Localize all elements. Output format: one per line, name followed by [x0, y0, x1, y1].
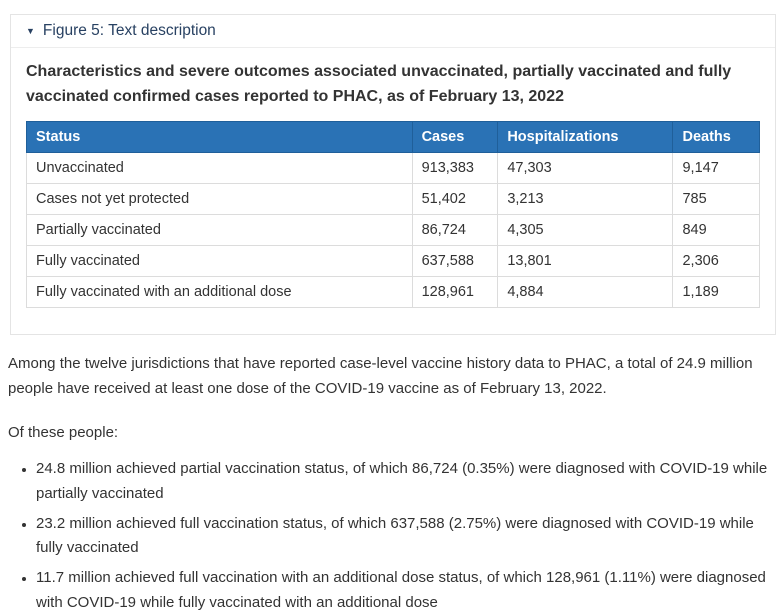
outcomes-table: Status Cases Hospitalizations Deaths Unv… [26, 120, 760, 308]
lead-paragraph: Of these people: [8, 423, 119, 441]
table-row: Cases not yet protected 51,402 3,213 785 [26, 182, 760, 215]
table-cell-status: Fully vaccinated [26, 244, 413, 277]
table-cell-hospitalizations: 47,303 [497, 151, 674, 184]
column-header-status: Status [26, 120, 413, 153]
intro-paragraph: Among the twelve jurisdictions that have… [8, 354, 753, 398]
table-cell-hospitalizations: 13,801 [497, 244, 674, 277]
table-cell-deaths: 9,147 [672, 151, 760, 184]
list-item: 23.2 million achieved full vaccination s… [36, 512, 776, 562]
table-cell-hospitalizations: 4,305 [497, 213, 674, 246]
table-row: Fully vaccinated 637,588 13,801 2,306 [26, 244, 760, 277]
figure5-content: Characteristics and severe outcomes asso… [11, 48, 775, 334]
bullet-list: 24.8 million achieved partial vaccinatio… [10, 457, 776, 616]
table-cell-cases: 637,588 [411, 244, 499, 277]
figure5-summary-label: Figure 5: Text description [42, 22, 216, 39]
list-item: 11.7 million achieved full vaccination w… [36, 566, 776, 616]
table-cell-cases: 86,724 [411, 213, 499, 246]
table-cell-deaths: 2,306 [672, 244, 760, 277]
column-header-deaths: Deaths [672, 120, 760, 153]
table-header-row: Status Cases Hospitalizations Deaths [26, 120, 760, 153]
table-cell-status: Cases not yet protected [26, 182, 413, 215]
figure5-details: ▼ Figure 5: Text description Characterist… [10, 14, 776, 335]
table-cell-cases: 128,961 [411, 275, 499, 308]
table-cell-deaths: 785 [672, 182, 760, 215]
caret-down-icon: ▼ [26, 26, 35, 36]
table-cell-hospitalizations: 4,884 [497, 275, 674, 308]
column-header-hospitalizations: Hospitalizations [497, 120, 674, 153]
table-row: Partially vaccinated 86,724 4,305 849 [26, 213, 760, 246]
table-cell-cases: 913,383 [411, 151, 499, 184]
table-cell-deaths: 849 [672, 213, 760, 246]
table-cell-status: Partially vaccinated [26, 213, 413, 246]
table-cell-hospitalizations: 3,213 [497, 182, 674, 215]
table-cell-cases: 51,402 [411, 182, 499, 215]
table-row: Unvaccinated 913,383 47,303 9,147 [26, 151, 760, 184]
table-cell-deaths: 1,189 [672, 275, 760, 308]
figure5-summary[interactable]: ▼ Figure 5: Text description [11, 15, 775, 48]
column-header-cases: Cases [411, 120, 499, 153]
table-cell-status: Fully vaccinated with an additional dose [26, 275, 413, 308]
list-item: 24.8 million achieved partial vaccinatio… [36, 457, 776, 507]
table-row: Fully vaccinated with an additional dose… [26, 275, 760, 308]
table-caption: Characteristics and severe outcomes asso… [26, 63, 732, 105]
table-cell-status: Unvaccinated [26, 151, 413, 184]
